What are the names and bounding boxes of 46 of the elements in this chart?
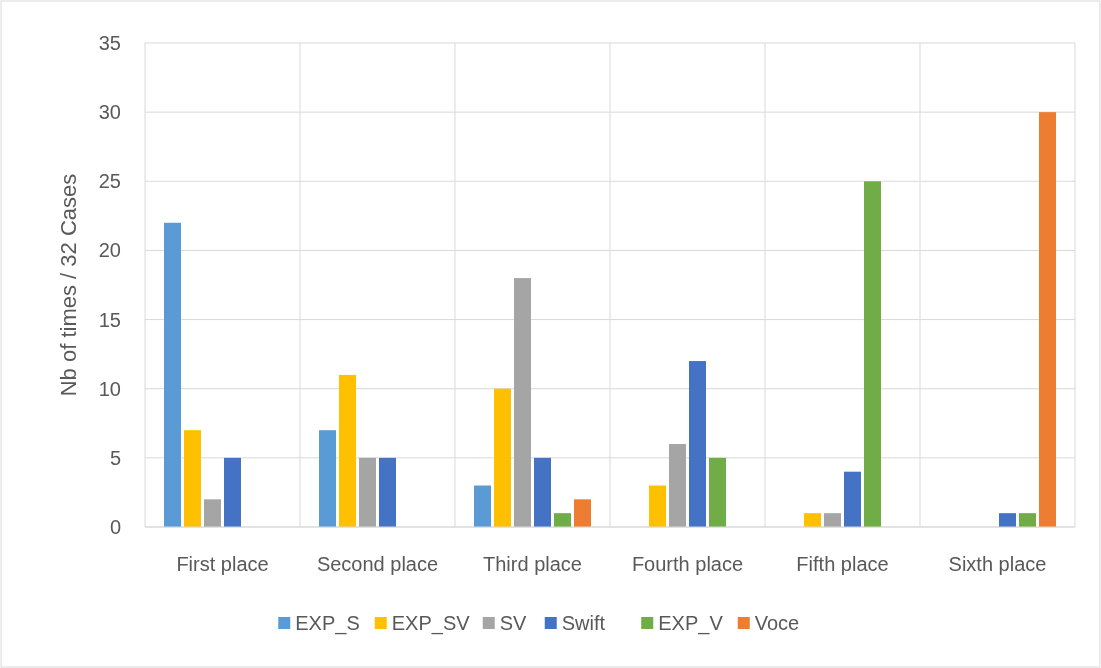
y-tick-label: 5	[109, 446, 121, 469]
bar	[534, 457, 551, 527]
bar	[359, 457, 376, 527]
bar	[379, 457, 396, 527]
x-tick-label: Second place	[316, 553, 439, 575]
y-axis-title: Nb of times / 32 Cases	[56, 173, 81, 397]
bar	[514, 278, 531, 527]
y-tick-label: 30	[98, 101, 121, 124]
bar	[474, 485, 491, 527]
legend-label: Voce	[754, 612, 800, 634]
bar	[649, 485, 666, 527]
x-tick-label: Sixth place	[948, 553, 1047, 575]
bar	[224, 457, 241, 527]
y-tick-label: 15	[98, 308, 121, 331]
bar	[824, 513, 841, 527]
legend-label: SV	[499, 612, 528, 634]
bar	[669, 444, 686, 527]
y-tick-label: 10	[98, 377, 121, 400]
bar	[999, 513, 1016, 527]
bar	[554, 513, 571, 527]
x-tick-label: Fourth place	[631, 553, 744, 575]
bar	[1019, 513, 1036, 527]
bar	[709, 457, 726, 527]
bar	[1039, 112, 1056, 527]
bar	[844, 471, 861, 527]
y-tick-label: 0	[109, 516, 121, 538]
bar	[204, 499, 221, 527]
bar	[184, 430, 201, 527]
legend-label: EXP_V	[658, 612, 724, 635]
y-tick-label: 20	[98, 239, 121, 262]
y-tick-label: 25	[98, 170, 121, 193]
bar	[164, 222, 181, 527]
bar	[804, 513, 821, 527]
x-tick-label: First place	[176, 553, 269, 575]
bar	[574, 499, 591, 527]
bar	[319, 430, 336, 527]
bar	[339, 374, 356, 527]
legend-label: Swift	[561, 612, 606, 634]
bar	[864, 181, 881, 527]
x-tick-label: Fifth place	[796, 553, 889, 575]
bar	[689, 361, 706, 527]
legend-label: EXP_S	[295, 612, 360, 635]
legend-label: EXP_SV	[391, 612, 471, 635]
x-tick-label: Third place	[483, 553, 582, 575]
bar	[494, 388, 511, 527]
y-tick-label: 35	[98, 32, 121, 54]
